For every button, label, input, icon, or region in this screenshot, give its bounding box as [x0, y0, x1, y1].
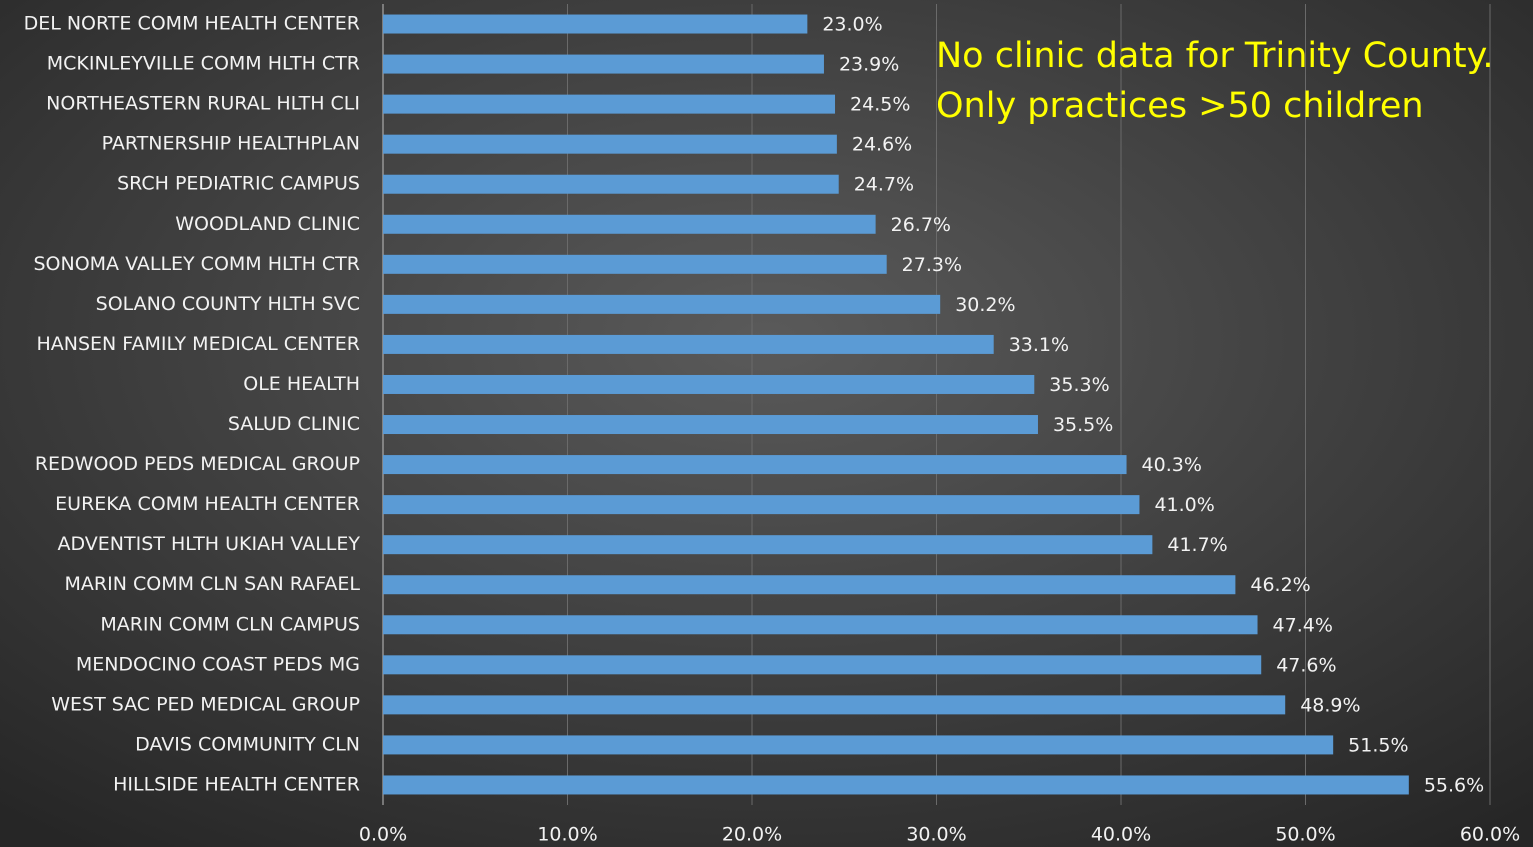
annotation: No clinic data for Trinity County.: [936, 36, 1494, 76]
x-tick-label: 40.0%: [1091, 824, 1151, 846]
x-tick-label: 0.0%: [359, 824, 407, 846]
bars: DEL NORTE COMM HEALTH CENTER 23.0% MCKINLE…: [24, 13, 1485, 797]
y-tick-label: OLE HEALTH: [243, 373, 360, 395]
data-label: 55.6%: [1424, 774, 1484, 796]
x-tick-label: 10.0%: [537, 824, 597, 846]
y-tick-label: DEL NORTE COMM HEALTH CENTER: [24, 13, 360, 35]
data-label: 46.2%: [1250, 574, 1310, 596]
y-tick-label: ADVENTIST HLTH UKIAH VALLEY: [58, 533, 361, 555]
bar: [383, 695, 1286, 715]
data-label: 41.0%: [1154, 494, 1214, 516]
y-tick-label: SRCH PEDIATRIC CAMPUS: [117, 173, 360, 195]
bar: [383, 214, 876, 234]
x-tick-label: 60.0%: [1460, 824, 1520, 846]
data-label: 24.6%: [852, 134, 912, 156]
y-tick-label: MCKINLEYVILLE COMM HLTH CTR: [47, 53, 360, 75]
bar: [383, 415, 1038, 435]
data-label: 41.7%: [1167, 534, 1227, 556]
data-label: 33.1%: [1009, 334, 1069, 356]
y-tick-label: PARTNERSHIP HEALTHPLAN: [102, 133, 360, 155]
bar: [383, 174, 839, 194]
bar: [383, 134, 837, 154]
bar: [383, 374, 1035, 394]
y-tick-label: SALUD CLINIC: [228, 413, 360, 435]
y-tick-label: WEST SAC PED MEDICAL GROUP: [51, 693, 360, 715]
bar: [383, 615, 1258, 635]
y-tick-label: MARIN COMM CLN CAMPUS: [100, 613, 360, 635]
data-label: 26.7%: [891, 214, 951, 236]
y-tick-label: EUREKA COMM HEALTH CENTER: [55, 493, 360, 515]
data-label: 35.5%: [1053, 414, 1113, 436]
y-tick-label: MENDOCINO COAST PEDS MG: [76, 653, 360, 675]
data-label: 24.5%: [850, 94, 910, 116]
data-label: 27.3%: [902, 254, 962, 276]
data-label: 51.5%: [1348, 734, 1408, 756]
bar: [383, 655, 1262, 675]
data-label: 30.2%: [955, 294, 1015, 316]
data-label: 24.7%: [854, 174, 914, 196]
bar: [383, 14, 808, 34]
data-label: 23.9%: [839, 54, 899, 76]
bar: [383, 775, 1409, 795]
data-label: 23.0%: [822, 14, 882, 36]
x-tick-label: 50.0%: [1275, 824, 1335, 846]
y-tick-label: REDWOOD PEDS MEDICAL GROUP: [35, 453, 360, 475]
annotation: Only practices >50 children: [936, 86, 1424, 126]
x-tick-label: 20.0%: [722, 824, 782, 846]
data-label: 47.6%: [1276, 654, 1336, 676]
bar: [383, 94, 836, 114]
bar: [383, 294, 941, 314]
y-tick-label: NORTHEASTERN RURAL HLTH CLI: [46, 93, 360, 115]
y-tick-label: SONOMA VALLEY COMM HLTH CTR: [33, 253, 360, 275]
y-tick-label: WOODLAND CLINIC: [175, 213, 360, 235]
bar: [383, 254, 887, 274]
data-label: 35.3%: [1049, 374, 1109, 396]
y-tick-label: SOLANO COUNTY HLTH SVC: [96, 293, 360, 315]
bar: [383, 575, 1236, 595]
y-tick-label: MARIN COMM CLN SAN RAFAEL: [65, 573, 361, 595]
bar: [383, 334, 994, 354]
y-tick-label: DAVIS COMMUNITY CLN: [135, 733, 360, 755]
bar: [383, 535, 1153, 555]
data-label: 47.4%: [1273, 614, 1333, 636]
x-tick-label: 30.0%: [906, 824, 966, 846]
bar: [383, 495, 1140, 515]
bar: [383, 455, 1127, 475]
data-label: 40.3%: [1142, 454, 1202, 476]
data-label: 48.9%: [1300, 694, 1360, 716]
bar: [383, 735, 1334, 755]
y-tick-label: HANSEN FAMILY MEDICAL CENTER: [36, 333, 360, 355]
y-tick-label: HILLSIDE HEALTH CENTER: [113, 773, 360, 795]
bar: [383, 54, 824, 74]
